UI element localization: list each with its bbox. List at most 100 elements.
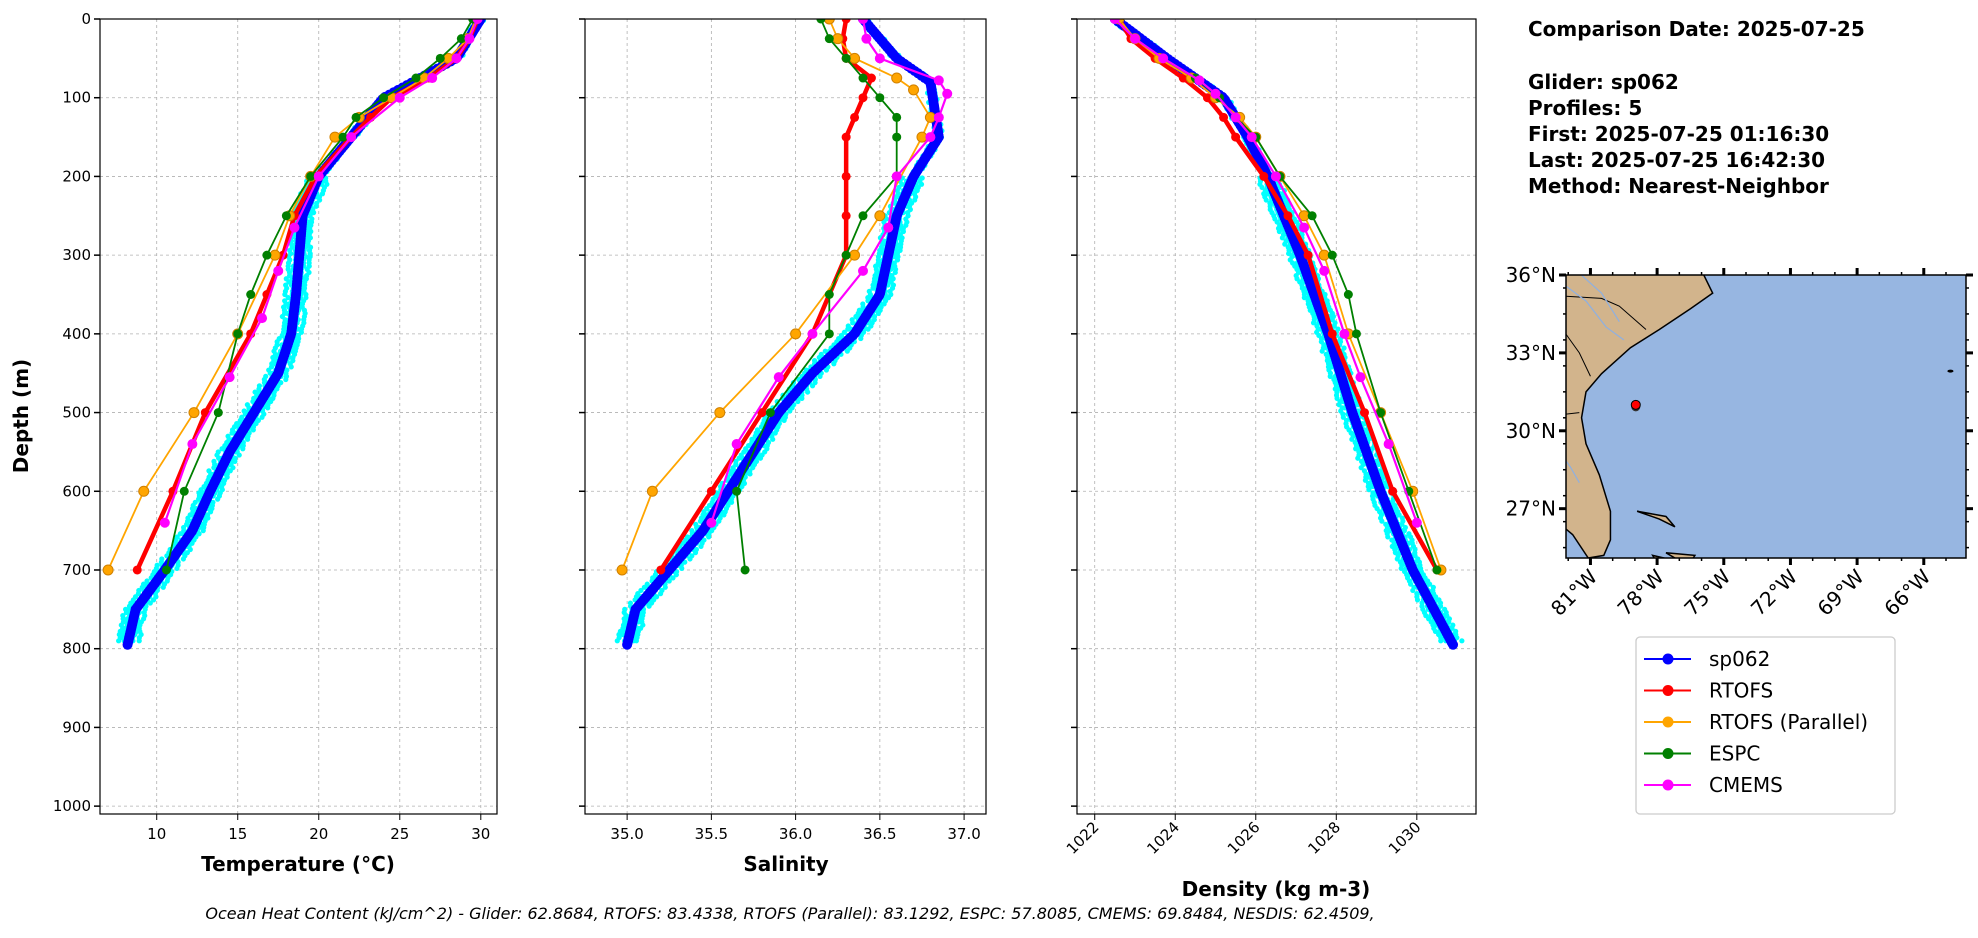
x-tick-label: 30: [471, 825, 490, 843]
temperature-axis-label: Temperature (°C): [201, 852, 395, 876]
glider-profile-point: [1394, 556, 1400, 562]
data-point: [731, 439, 742, 450]
data-point: [841, 171, 851, 181]
data-point: [824, 34, 834, 44]
axes-frame: [584, 18, 987, 815]
glider-profile-point: [799, 395, 805, 401]
glider-profile-point: [160, 584, 166, 590]
data-point: [892, 112, 902, 122]
data-point: [435, 53, 445, 63]
glider-profile-point: [850, 320, 856, 326]
series-line: [1114, 19, 1418, 524]
data-point: [159, 517, 170, 528]
glider-profile-point: [614, 638, 620, 644]
y-tick-label: 100: [62, 89, 91, 107]
map-frame: [1565, 274, 1967, 559]
series-sp062: [1109, 19, 1459, 650]
lon-tick-label: 81°W: [1546, 564, 1602, 620]
data-point: [874, 53, 885, 64]
data-point: [188, 407, 200, 419]
data-point: [765, 408, 775, 418]
legend-marker: [1662, 685, 1674, 696]
legend-marker: [1662, 779, 1674, 791]
lat-tick-label: 36°N: [1506, 263, 1556, 287]
glider-profile-point: [770, 436, 776, 442]
glider-profile-point: [809, 383, 816, 389]
glider-profile-point: [265, 405, 271, 411]
data-point: [646, 485, 658, 497]
data-point: [464, 33, 475, 44]
data-point: [1231, 132, 1241, 142]
glider-profile-point: [232, 458, 238, 464]
data-point: [824, 289, 834, 299]
first-time: First: 2025-07-25 01:16:30: [1528, 122, 1829, 146]
data-point: [841, 250, 851, 260]
data-point: [224, 372, 235, 383]
legend-item: sp062: [1644, 647, 1770, 671]
glider-profile-point: [620, 631, 626, 638]
density-axis-label: Density (kg m-3): [1182, 877, 1371, 901]
data-point: [824, 329, 834, 339]
glider-profile-point: [1327, 373, 1333, 379]
salinity-axis-label: Salinity: [743, 852, 828, 876]
glider-profile-point: [196, 531, 202, 537]
series-cmems: [706, 19, 953, 528]
data-point: [1158, 53, 1169, 64]
series-line: [163, 19, 479, 524]
data-point: [233, 329, 243, 339]
glider-profile-point: [787, 408, 793, 414]
glider-profile-point: [1385, 534, 1391, 540]
data-point: [616, 564, 628, 576]
series-sp062: [122, 19, 486, 650]
glider-profile-point: [1286, 250, 1292, 257]
glider-profile-point: [1427, 581, 1433, 587]
glider-profile-point: [679, 565, 685, 572]
data-point: [1327, 250, 1337, 260]
panel-dens: 1022 1024 1026 1028 1030: [1063, 18, 1477, 858]
data-point: [841, 211, 851, 221]
glider-profile-point: [687, 556, 693, 562]
data-point: [832, 33, 844, 45]
series-rtofs-parallel-: [616, 19, 936, 576]
glider-profile-point: [1353, 446, 1359, 452]
glider-profile-point: [781, 417, 787, 424]
glider-profile-point: [772, 430, 778, 436]
data-point: [892, 132, 902, 142]
legend: sp062 RTOFS RTOFS (Parallel) ESPC CMEMS: [1635, 636, 1896, 815]
data-point: [346, 132, 357, 143]
series-line: [658, 19, 875, 572]
data-point: [257, 313, 268, 324]
glider-profile-point: [240, 446, 246, 452]
x-tick-label: 36.5: [863, 825, 896, 843]
data-point: [1411, 517, 1422, 528]
glider-profile-point: [200, 528, 206, 534]
y-tick-label: 800: [62, 640, 91, 658]
data-point: [1178, 73, 1188, 83]
data-point: [841, 132, 851, 142]
glider-profile-point: [313, 203, 319, 209]
glider-profile-point: [1376, 461, 1382, 468]
glider-profile-point: [633, 638, 639, 644]
data-point: [858, 265, 869, 276]
bermuda: [1947, 369, 1954, 373]
glider-profile-point: [757, 455, 764, 461]
data-point: [933, 112, 944, 123]
glider-profile-point: [641, 584, 647, 590]
glider-profile-point: [219, 446, 225, 452]
data-point: [1210, 88, 1221, 99]
lon-tick-label: 78°W: [1613, 564, 1669, 620]
glider-profile-point: [1310, 320, 1317, 326]
data-point: [908, 84, 920, 96]
data-point: [790, 328, 802, 340]
data-point: [740, 565, 750, 575]
state-border: [1566, 412, 1580, 415]
profile-panels: 10 15 20 25 30010020030040050060070080090010…: [53, 10, 1477, 858]
data-point: [1339, 328, 1350, 339]
glider-profile-point: [728, 499, 735, 505]
glider-profile-point: [1414, 597, 1421, 603]
legend-label: RTOFS: [1709, 679, 1773, 703]
glider-profile-point: [1358, 465, 1364, 471]
lon-tick-label: 66°W: [1879, 564, 1935, 620]
data-point: [411, 73, 421, 83]
data-point: [816, 19, 826, 24]
